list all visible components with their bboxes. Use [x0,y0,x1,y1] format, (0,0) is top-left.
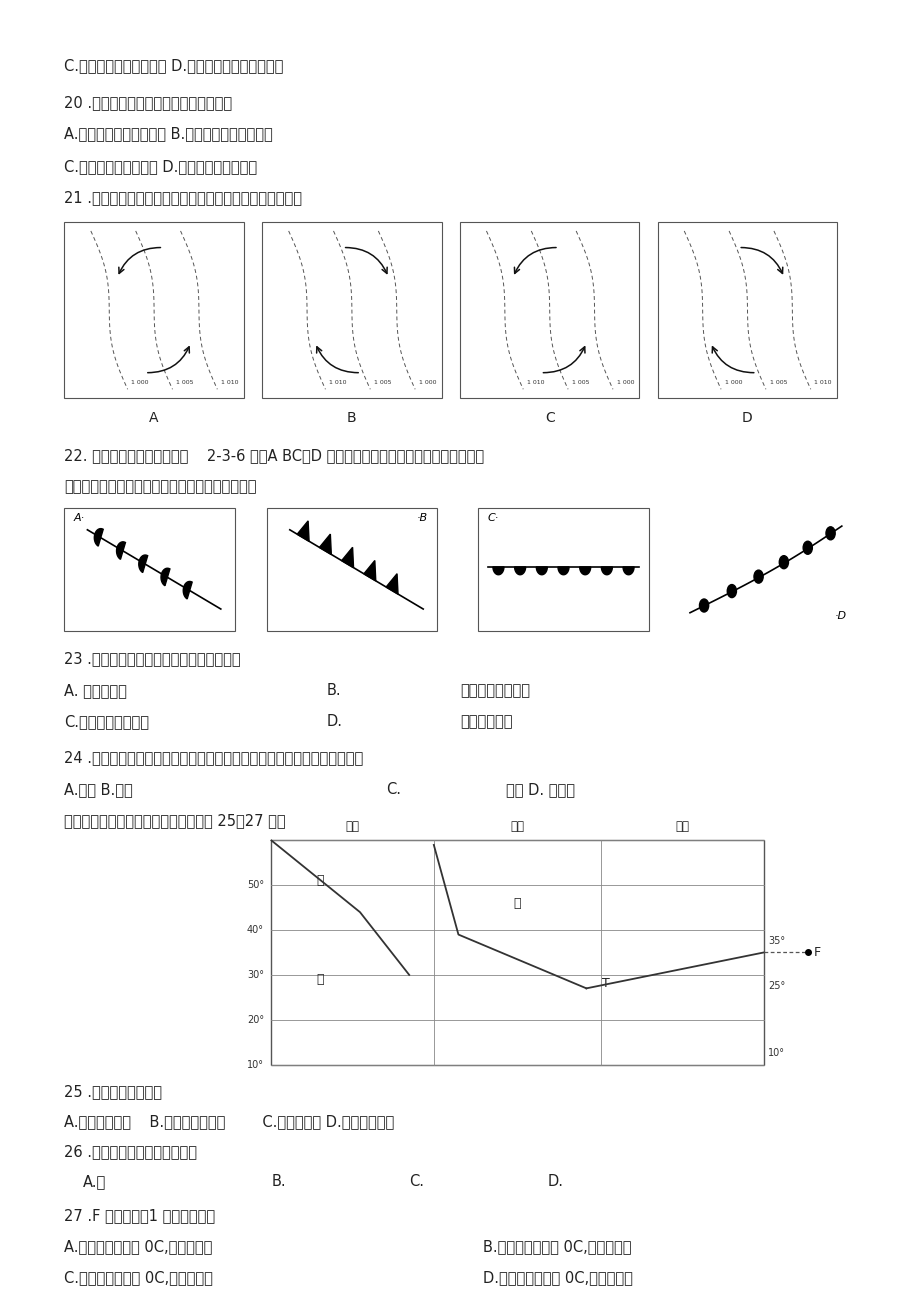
Bar [267,508,437,632]
Text: 24 .我国的降水和一些灾难性天气的出现，大都是由哪一种天气系统造成的: 24 .我国的降水和一些灾难性天气的出现，大都是由哪一种天气系统造成的 [64,751,363,766]
Text: 1 010: 1 010 [221,380,238,386]
Circle shape [698,599,708,612]
Text: B.: B. [326,683,341,698]
Text: C.: C. [409,1174,424,1190]
Text: 35°: 35° [767,936,785,946]
Text: D.: D. [326,714,342,730]
Text: A.热带季风气候    B.亚热带季风气候        C.地中海气候 D.热带草原气候: A.热带季风气候 B.亚热带季风气候 C.地中海气候 D.热带草原气候 [64,1114,394,1130]
Text: 10°: 10° [767,1048,784,1058]
Polygon shape [493,567,504,575]
Bar [657,222,836,399]
Polygon shape [558,567,569,575]
Polygon shape [601,567,612,575]
Text: 27 .F 为一小岛，1 月份小岛西侧: 27 .F 为一小岛，1 月份小岛西侧 [64,1208,215,1224]
Text: A.暖锋锋前锋后都有降水 B.冷锋锋前锋后都有降水: A.暖锋锋前锋后都有降水 B.冷锋锋前锋后都有降水 [64,126,273,142]
Polygon shape [319,534,331,555]
Text: 25°: 25° [767,981,785,990]
Text: C: C [544,412,554,425]
Text: 1 000: 1 000 [616,380,633,386]
Polygon shape [183,581,192,599]
Text: 1 005: 1 005 [769,380,787,386]
Text: 26 .下列地区，河流有冰期的是: 26 .下列地区，河流有冰期的是 [64,1144,198,1160]
Polygon shape [536,567,547,575]
Circle shape [754,571,763,584]
Text: 23 .赤道上没有气旋和反气旋的原因是（）: 23 .赤道上没有气旋和反气旋的原因是（） [64,652,241,667]
Text: 东部: 东部 [675,820,688,833]
Text: 20 .下列正确叙述出现降水区域的是（）: 20 .下列正确叙述出现降水区域的是（） [64,95,233,111]
Circle shape [726,585,735,598]
Text: 西部: 西部 [346,820,359,833]
Text: D.月平均气温小于 0C,降水量较小: D.月平均气温小于 0C,降水量较小 [482,1270,632,1286]
Polygon shape [297,521,309,541]
Polygon shape [139,555,148,572]
Text: 1 005: 1 005 [176,380,194,386]
Text: 50°: 50° [246,881,264,890]
Polygon shape [622,567,633,575]
Polygon shape [341,547,353,568]
Polygon shape [364,560,375,581]
Text: A.暖锋 B.冷锋: A.暖锋 B.冷锋 [64,782,133,797]
Text: A: A [149,412,159,425]
Polygon shape [579,567,590,575]
Text: C.月平均气温大于 0C,降水量较小: C.月平均气温大于 0C,降水量较小 [64,1270,213,1286]
Polygon shape [117,542,125,559]
Text: 1 000: 1 000 [418,380,436,386]
Text: B.: B. [271,1174,286,1190]
Text: A.甲: A.甲 [83,1174,106,1190]
Text: ·B: ·B [416,513,427,523]
Text: A. 太阳辐射强: A. 太阳辐射强 [64,683,127,698]
Text: 20°: 20° [246,1015,264,1024]
Text: A.月平均气温大于 0C,降水量较大: A.月平均气温大于 0C,降水量较大 [64,1239,212,1255]
Text: C.暖锋只有锋后有降水 D.冷锋只有锋后有降水: C.暖锋只有锋后有降水 D.冷锋只有锋后有降水 [64,159,257,175]
Bar [64,508,234,632]
Text: B.月平均气温小于 0C,降水量较大: B.月平均气温小于 0C,降水量较大 [482,1239,630,1255]
Text: C·: C· [487,513,498,523]
Text: 1 000: 1 000 [724,380,742,386]
Polygon shape [386,573,398,594]
Bar [478,508,648,632]
Bar [262,222,441,399]
Circle shape [778,555,788,568]
Text: 10°: 10° [247,1059,264,1070]
Circle shape [825,526,834,539]
Text: 1 010: 1 010 [329,380,346,386]
Text: 乙: 乙 [316,874,324,887]
Circle shape [802,541,811,554]
Polygon shape [514,567,525,575]
Text: 气压最高的地点是（不考虑地形和海陆因素）（）: 气压最高的地点是（不考虑地形和海陆因素）（） [64,480,256,495]
Text: 1 005: 1 005 [572,380,589,386]
Bar [64,222,244,399]
Bar [271,840,763,1065]
Text: T: T [602,977,609,990]
Text: 30°: 30° [247,969,264,980]
Text: 1 000: 1 000 [131,380,149,386]
Text: 1 005: 1 005 [373,380,391,386]
Text: 1 010: 1 010 [527,380,544,386]
Polygon shape [161,568,170,586]
Text: A·: A· [74,513,85,523]
Text: ·D: ·D [834,611,845,622]
Text: C.水平气压梯度力小: C.水平气压梯度力小 [64,714,149,730]
Text: 卜图为某假想陆地的一部分，读图回答 25～27 题。: 卜图为某假想陆地的一部分，读图回答 25～27 题。 [64,813,286,829]
Text: 22. 下列四幅冷、暖锋示意图    2-3-6 中，A BC、D 四地大致位于同一纬度，此时气温最低、: 22. 下列四幅冷、暖锋示意图 2-3-6 中，A BC、D 四地大致位于同一纬… [64,448,484,464]
Text: 中部: 中部 [510,820,524,833]
Text: 空气对流运动显著: 空气对流运动显著 [460,683,529,698]
Text: D: D [742,412,752,425]
Text: B: B [346,412,357,425]
Polygon shape [95,529,103,546]
Text: C.低压（气旋）天气系统 D.高压（反气旋）天气系统: C.低压（气旋）天气系统 D.高压（反气旋）天气系统 [64,59,283,74]
Text: D.: D. [547,1174,562,1190]
Text: 丙: 丙 [513,896,521,909]
Text: 无地转偏向力: 无地转偏向力 [460,714,512,730]
Bar [460,222,639,399]
Text: 1 010: 1 010 [813,380,831,386]
Text: C.: C. [386,782,401,797]
Text: 40°: 40° [247,925,264,936]
Text: 甲: 甲 [316,973,324,986]
Text: 21 .在图中，正确表示北半球近地面大气运动方向的是（）: 21 .在图中，正确表示北半球近地面大气运动方向的是（） [64,190,302,206]
Text: F: F [813,946,821,959]
Text: 气旋 D. 反气旋: 气旋 D. 反气旋 [505,782,574,797]
Text: 25 .甲地的气候类型是: 25 .甲地的气候类型是 [64,1084,163,1100]
